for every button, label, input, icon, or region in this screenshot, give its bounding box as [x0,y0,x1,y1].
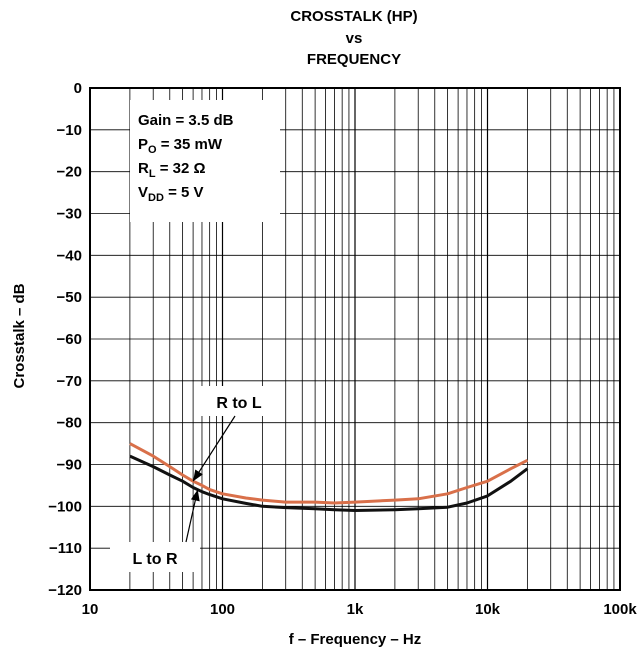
annotation-arrowhead [190,489,200,502]
title-line-1: CROSSTALK (HP) [290,8,417,25]
x-tick-label: 10 [82,601,99,618]
annotation-leader [192,415,236,482]
series-line-l-to-r [129,454,529,512]
condition-text: PO = 35 mW [138,136,223,156]
series-line-r-to-l [129,442,529,505]
condition-text: RL = 32 Ω [138,160,206,180]
y-tick-label: −60 [57,331,82,348]
x-tick-labels: 10 100 1k 10k 100k [82,601,638,618]
y-tick-label: −50 [57,289,82,306]
y-tick-label: −20 [57,164,82,181]
x-axis-label: f – Frequency – Hz [289,631,422,648]
series-lines [129,442,529,512]
condition-text: Gain = 3.5 dB [138,112,234,129]
y-tick-label: −10 [57,122,82,139]
y-tick-label: −70 [57,373,82,390]
y-tick-label: −110 [49,540,82,557]
annotation-label: L to R [132,551,177,568]
x-tick-label: 100k [603,601,637,618]
conditions-background [130,100,280,222]
y-tick-label: −40 [57,247,82,264]
title-line-2: vs [346,30,363,47]
x-tick-label: 10k [475,601,501,618]
condition-text: VDD = 5 V [138,184,204,204]
test-conditions-box: Gain = 3.5 dB PO = 35 mW RL = 32 Ω VDD = 5 … [130,100,280,222]
y-tick-label: −100 [48,498,82,515]
y-tick-labels: 0 −10 −20 −30 −40 −50 −60 −70 −80 −90 −100 −110 −120 [48,80,82,599]
x-tick-label: 1k [347,601,364,618]
y-tick-label: −120 [48,582,82,599]
chart-title: CROSSTALK (HP) vs FREQUENCY [290,8,417,68]
y-tick-label: 0 [74,80,82,97]
annotation-background [200,386,278,416]
y-tick-label: −90 [57,457,82,474]
x-tick-label: 100 [210,601,235,618]
title-line-3: FREQUENCY [307,51,401,68]
annotation-arrowhead [193,469,203,482]
annotation-label: R to L [216,395,262,412]
plot-frame [89,87,621,591]
y-tick-label: −80 [57,415,82,432]
annotation-background [110,542,200,572]
y-tick-label: −30 [57,206,82,223]
y-axis-label: Crosstalk – dB [11,283,28,388]
series-annotations: R to L L to R [110,386,278,572]
